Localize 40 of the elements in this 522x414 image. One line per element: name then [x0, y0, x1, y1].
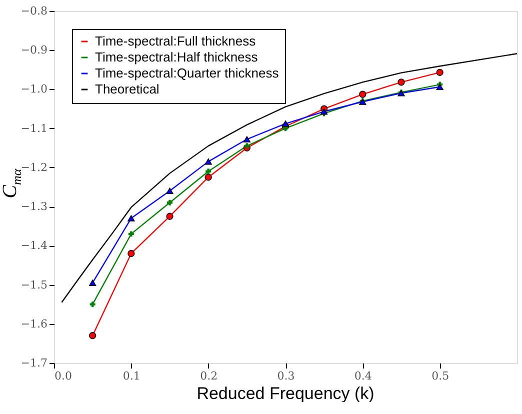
y-tick-label: −1.4	[20, 239, 48, 252]
x-tick-label: 0.1	[122, 370, 140, 382]
point	[206, 168, 212, 174]
y-tick-label: −1.6	[20, 317, 48, 330]
x-tick-label: 0.4	[354, 370, 372, 382]
legend-label: Time-spectral:Half thickness	[95, 50, 258, 64]
point	[128, 215, 135, 222]
x-tick-label: 0.5	[432, 370, 450, 382]
x-tick-label: 0.3	[277, 370, 295, 382]
point	[90, 302, 96, 308]
point	[204, 158, 212, 165]
x-tick-label: 0.2	[200, 370, 218, 382]
point	[128, 250, 135, 258]
y-tick-label: −1.5	[20, 278, 48, 292]
point	[282, 120, 290, 127]
line-series	[61, 53, 518, 303]
point	[243, 136, 250, 142]
y-tick-label: −1.7	[20, 356, 48, 370]
y-tick-label: −0.9	[20, 44, 48, 57]
point	[128, 231, 134, 237]
point	[436, 68, 444, 76]
point	[166, 188, 174, 194]
y-tick-label: −1.3	[20, 200, 48, 214]
point	[320, 108, 328, 115]
point	[167, 200, 172, 206]
point	[89, 332, 96, 340]
x-tick-label: 0.0	[54, 370, 72, 382]
point	[359, 90, 366, 98]
point	[244, 143, 250, 149]
legend-label: Time-spectral:Full thickness	[95, 34, 256, 48]
point	[204, 174, 212, 181]
y-tick-label: −1.1	[20, 122, 48, 135]
legend-label: Time-spectral:Quarter thickness	[95, 66, 280, 80]
y-tick-label: −1.0	[20, 82, 48, 96]
point	[398, 78, 405, 86]
point	[436, 84, 444, 90]
legend-label: Theoretical	[95, 82, 160, 96]
y-tick-label: −0.8	[20, 4, 48, 18]
point	[89, 280, 96, 286]
point	[166, 212, 174, 220]
